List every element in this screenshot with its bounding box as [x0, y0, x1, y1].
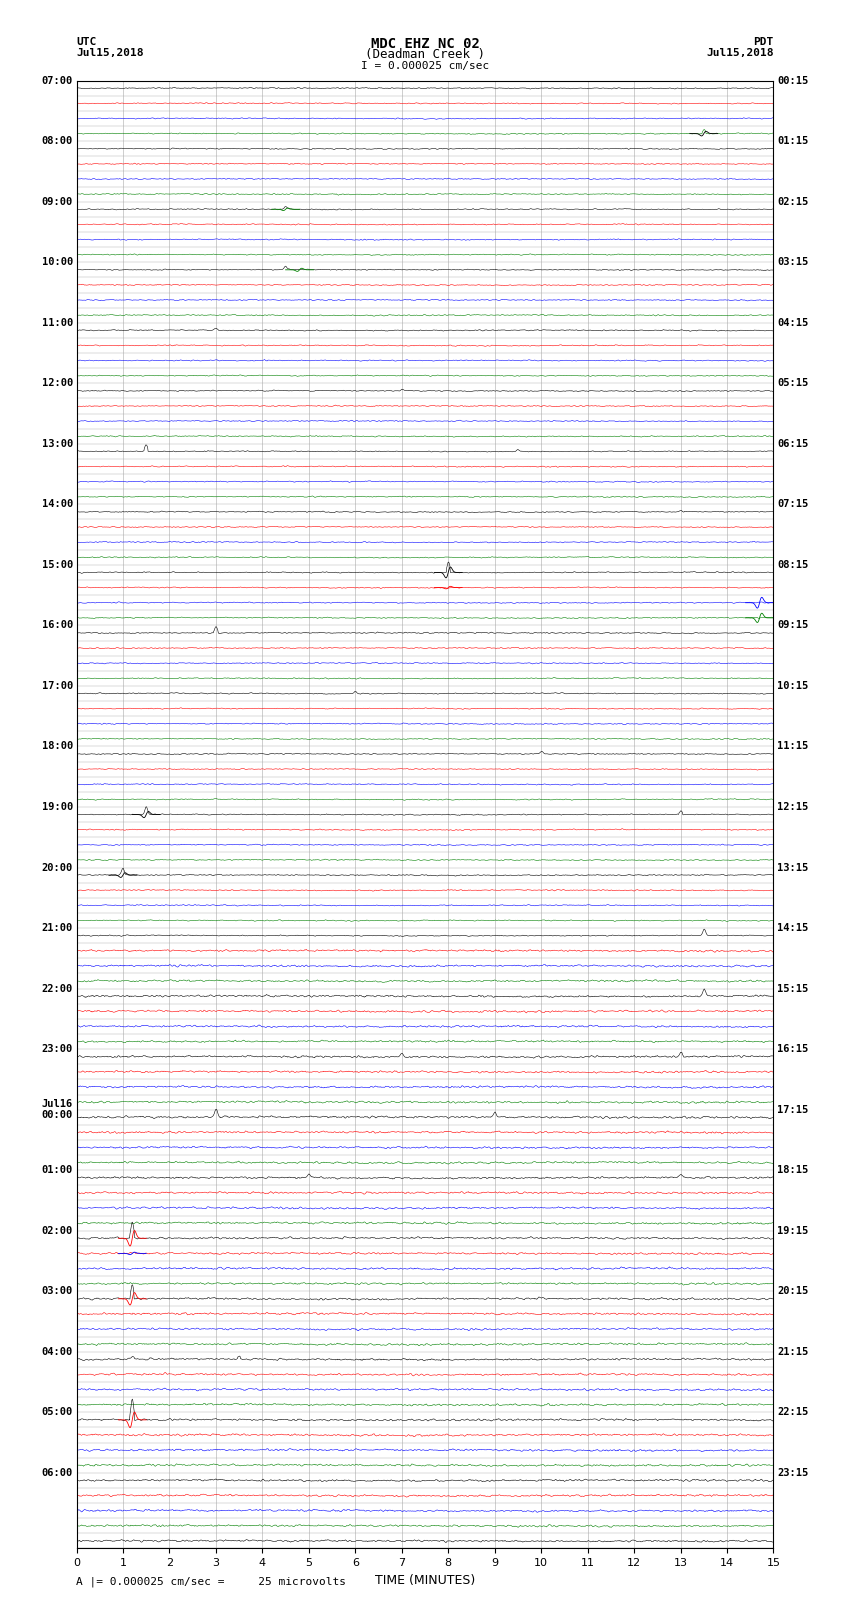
Text: 19:15: 19:15	[777, 1226, 808, 1236]
Text: 08:15: 08:15	[777, 560, 808, 569]
Text: 04:15: 04:15	[777, 318, 808, 327]
Text: 09:00: 09:00	[42, 197, 73, 206]
X-axis label: TIME (MINUTES): TIME (MINUTES)	[375, 1574, 475, 1587]
Text: Jul16
00:00: Jul16 00:00	[42, 1098, 73, 1121]
Text: 20:00: 20:00	[42, 863, 73, 873]
Text: 16:00: 16:00	[42, 621, 73, 631]
Text: 18:15: 18:15	[777, 1165, 808, 1176]
Text: 07:15: 07:15	[777, 500, 808, 510]
Text: 12:15: 12:15	[777, 802, 808, 811]
Text: 13:15: 13:15	[777, 863, 808, 873]
Text: 03:15: 03:15	[777, 256, 808, 268]
Text: 01:15: 01:15	[777, 135, 808, 147]
Text: Jul15,2018: Jul15,2018	[76, 48, 144, 58]
Text: 15:00: 15:00	[42, 560, 73, 569]
Text: 14:15: 14:15	[777, 923, 808, 932]
Text: 09:15: 09:15	[777, 621, 808, 631]
Text: 10:15: 10:15	[777, 681, 808, 690]
Text: 21:15: 21:15	[777, 1347, 808, 1357]
Text: A |= 0.000025 cm/sec =     25 microvolts: A |= 0.000025 cm/sec = 25 microvolts	[76, 1576, 347, 1587]
Text: 01:00: 01:00	[42, 1165, 73, 1176]
Text: Jul15,2018: Jul15,2018	[706, 48, 774, 58]
Text: 06:15: 06:15	[777, 439, 808, 448]
Text: 11:00: 11:00	[42, 318, 73, 327]
Text: 03:00: 03:00	[42, 1286, 73, 1297]
Text: 23:15: 23:15	[777, 1468, 808, 1478]
Text: 05:00: 05:00	[42, 1407, 73, 1418]
Text: 08:00: 08:00	[42, 135, 73, 147]
Text: 02:00: 02:00	[42, 1226, 73, 1236]
Text: 12:00: 12:00	[42, 379, 73, 389]
Text: 17:00: 17:00	[42, 681, 73, 690]
Text: 22:15: 22:15	[777, 1407, 808, 1418]
Text: 11:15: 11:15	[777, 742, 808, 752]
Text: 20:15: 20:15	[777, 1286, 808, 1297]
Text: 17:15: 17:15	[777, 1105, 808, 1115]
Text: 21:00: 21:00	[42, 923, 73, 932]
Text: 05:15: 05:15	[777, 379, 808, 389]
Text: 04:00: 04:00	[42, 1347, 73, 1357]
Text: 07:00: 07:00	[42, 76, 73, 85]
Text: PDT: PDT	[753, 37, 774, 47]
Text: I = 0.000025 cm/sec: I = 0.000025 cm/sec	[361, 61, 489, 71]
Text: 18:00: 18:00	[42, 742, 73, 752]
Text: UTC: UTC	[76, 37, 97, 47]
Text: 23:00: 23:00	[42, 1044, 73, 1055]
Text: 06:00: 06:00	[42, 1468, 73, 1478]
Text: 16:15: 16:15	[777, 1044, 808, 1055]
Text: 13:00: 13:00	[42, 439, 73, 448]
Text: 00:15: 00:15	[777, 76, 808, 85]
Text: 14:00: 14:00	[42, 500, 73, 510]
Text: 10:00: 10:00	[42, 256, 73, 268]
Text: (Deadman Creek ): (Deadman Creek )	[365, 48, 485, 61]
Text: 15:15: 15:15	[777, 984, 808, 994]
Text: 02:15: 02:15	[777, 197, 808, 206]
Text: MDC EHZ NC 02: MDC EHZ NC 02	[371, 37, 479, 52]
Text: 19:00: 19:00	[42, 802, 73, 811]
Text: 22:00: 22:00	[42, 984, 73, 994]
